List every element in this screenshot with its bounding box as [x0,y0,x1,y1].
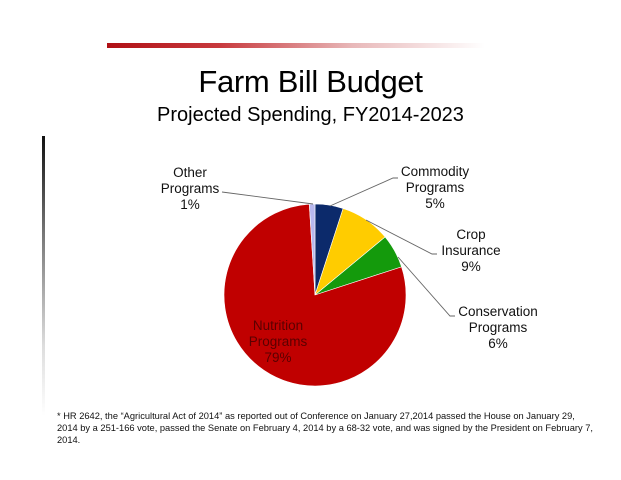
label-nutrition-line1: Nutrition [252,318,304,333]
leader-line-conservation [397,256,455,317]
label-commodity-line1: Commodity [400,164,470,179]
label-conservation-line1: Conservation [458,304,538,319]
label-crop-line1: Crop [456,227,486,242]
top-accent-rule [107,43,485,48]
chart-title: Farm Bill Budget [198,64,423,99]
pie-slice-nutrition-programs [223,203,407,387]
label-commodity-pct: 5% [425,196,445,211]
label-other-line1: Other [173,165,207,180]
label-other-line2: Programs [160,181,220,196]
footnote: * HR 2642, the “Agricultural Act of 2014… [57,411,593,445]
label-other: Other Programs 1% [150,165,230,213]
label-crop: Crop Insurance 9% [436,227,506,275]
leader-line-crop [365,219,437,255]
pie-slices [223,203,407,387]
label-nutrition-line2: Programs [248,334,308,349]
label-crop-pct: 9% [461,259,481,274]
side-accent-rule [42,136,45,416]
label-conservation-line2: Programs [468,320,528,335]
leader-line-commodity [329,177,398,207]
label-conservation: Conservation Programs 6% [450,304,546,352]
leader-lines [221,177,455,317]
label-other-pct: 1% [180,197,200,212]
leader-line-other [221,191,314,205]
label-conservation-pct: 6% [488,336,508,351]
label-crop-line2: Insurance [441,243,501,258]
label-commodity: Commodity Programs 5% [393,164,477,212]
label-commodity-line2: Programs [405,180,465,195]
chart-subtitle: Projected Spending, FY2014-2023 [157,104,464,126]
label-nutrition-pct: 79% [264,350,292,365]
label-nutrition: Nutrition Programs 79% [238,318,318,366]
